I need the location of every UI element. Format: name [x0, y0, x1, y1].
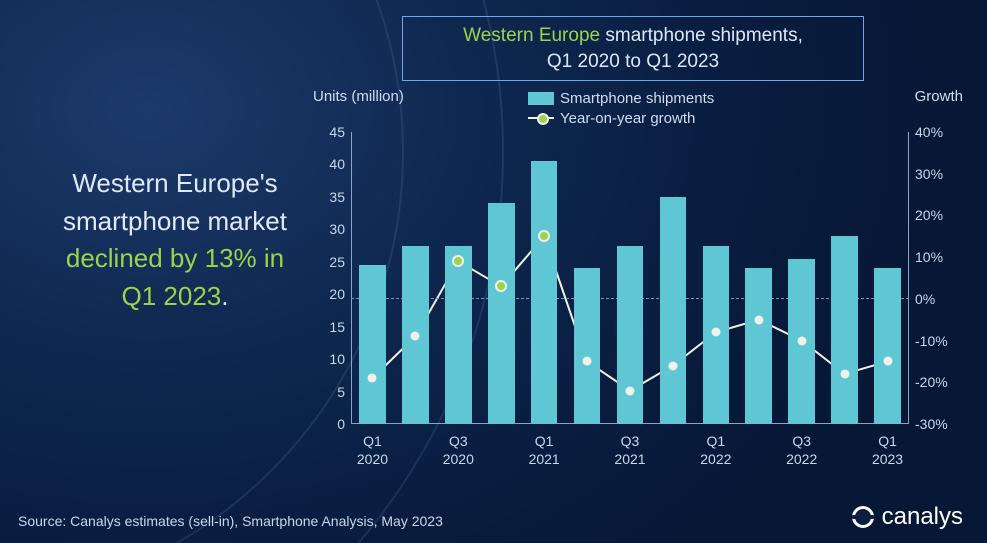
growth-marker: [711, 328, 720, 337]
y-left-tick: 45: [317, 124, 345, 140]
y-left-tick: 40: [317, 156, 345, 172]
y-left-tick: 25: [317, 254, 345, 270]
brand-logo: canalys: [852, 503, 963, 531]
bar: [660, 197, 687, 424]
growth-marker: [538, 230, 550, 242]
growth-marker: [368, 374, 377, 383]
x-tick: Q32022: [786, 433, 817, 468]
title-text: smartphone shipments,: [600, 25, 803, 46]
brand-icon: [852, 506, 874, 528]
y-left-tick: 15: [317, 319, 345, 335]
y-left-tick: 10: [317, 351, 345, 367]
headline-l1: Western Europe's: [30, 165, 320, 203]
headline-l3: declined by 13% in: [30, 240, 320, 278]
bar: [531, 161, 558, 424]
bar: [359, 265, 386, 424]
brand-label: canalys: [882, 503, 963, 531]
headline-l4-post: .: [221, 281, 228, 311]
y-right-tick: -20%: [915, 374, 959, 390]
headline: Western Europe's smartphone market decli…: [30, 165, 320, 316]
y-left-title: Units (million): [313, 88, 404, 105]
title-line2-post: Q1 2023: [646, 51, 719, 72]
x-tick: Q12022: [700, 433, 731, 468]
y-left-tick: 5: [317, 384, 345, 400]
growth-marker: [840, 369, 849, 378]
y-left-tick: 0: [317, 416, 345, 432]
bar: [488, 203, 515, 424]
x-tick: Q12023: [872, 433, 903, 468]
legend: Smartphone shipments Year-on-year growth: [528, 88, 714, 128]
bar: [445, 246, 472, 424]
growth-marker: [668, 361, 677, 370]
growth-marker: [452, 255, 464, 267]
y-left-tick: 30: [317, 221, 345, 237]
growth-marker: [495, 280, 507, 292]
bar: [831, 236, 858, 424]
y-right-title: Growth: [915, 88, 963, 105]
y-right-tick: 20%: [915, 207, 959, 223]
growth-marker: [626, 386, 635, 395]
title-line2-mid: to: [620, 51, 646, 72]
growth-marker: [411, 332, 420, 341]
legend-bar-icon: [528, 92, 554, 105]
x-tick: Q32021: [614, 433, 645, 468]
y-right-tick: 40%: [915, 124, 959, 140]
title-line2-pre: Q1 2020: [547, 51, 620, 72]
growth-marker: [583, 357, 592, 366]
headline-l4: Q1 2023: [122, 281, 222, 311]
source-text: Source: Canalys estimates (sell-in), Sma…: [18, 513, 443, 529]
growth-marker: [883, 357, 892, 366]
y-right-tick: -30%: [915, 416, 959, 432]
growth-marker: [797, 336, 806, 345]
bar: [745, 268, 772, 424]
x-tick: Q12021: [529, 433, 560, 468]
bar: [617, 246, 644, 424]
legend-line-label: Year-on-year growth: [560, 110, 695, 127]
chart: Units (million) Growth Smartphone shipme…: [313, 88, 963, 478]
y-right-tick: -10%: [915, 333, 959, 349]
headline-l2: smartphone market: [30, 203, 320, 241]
x-tick: Q12020: [357, 433, 388, 468]
y-right-tick: 10%: [915, 249, 959, 265]
title-highlight: Western Europe: [463, 25, 600, 46]
bar: [574, 268, 601, 424]
plot-area: 051015202530354045-30%-20%-10%0%10%20%30…: [351, 132, 909, 424]
y-left-tick: 35: [317, 189, 345, 205]
chart-title-box: Western Europe smartphone shipments, Q1 …: [402, 16, 864, 81]
y-right-tick: 30%: [915, 166, 959, 182]
legend-bar-label: Smartphone shipments: [560, 90, 714, 107]
legend-line-icon: [528, 117, 554, 119]
x-tick: Q32020: [443, 433, 474, 468]
growth-marker: [754, 315, 763, 324]
y-right-tick: 0%: [915, 291, 959, 307]
y-left-tick: 20: [317, 286, 345, 302]
bar: [874, 268, 901, 424]
